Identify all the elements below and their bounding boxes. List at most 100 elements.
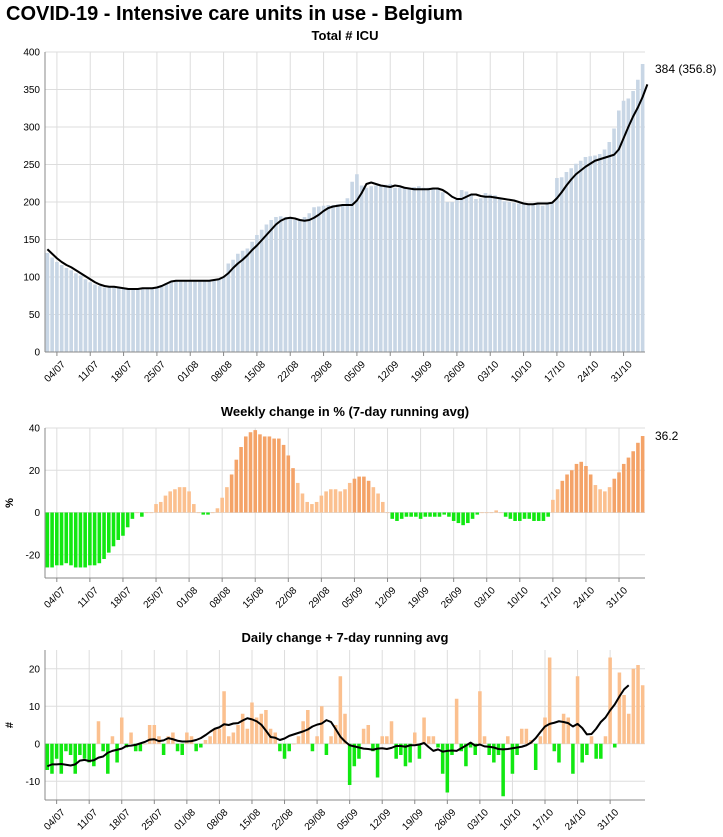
bar	[175, 743, 180, 752]
bar	[338, 491, 343, 513]
x-tick-label: 31/10	[609, 359, 635, 385]
bar	[326, 205, 331, 352]
bar	[622, 695, 626, 744]
x-tick-label: 10/10	[498, 807, 524, 833]
bar	[312, 207, 316, 352]
bar	[55, 512, 59, 566]
bar	[183, 280, 188, 352]
x-tick-label: 22/08	[276, 359, 302, 385]
bar	[359, 185, 364, 352]
bar	[149, 512, 154, 514]
bar	[102, 287, 107, 352]
x-tick-label: 05/09	[335, 807, 361, 833]
x-tick-label: 22/08	[274, 585, 300, 611]
bar	[593, 155, 597, 352]
x-tick-label: 12/09	[376, 359, 402, 385]
bar	[362, 476, 366, 513]
bar	[272, 438, 276, 513]
bar	[254, 717, 259, 744]
bar	[508, 512, 513, 519]
bar	[82, 743, 87, 759]
bar	[115, 743, 119, 763]
x-tick-label: 08/08	[208, 585, 234, 611]
bar	[512, 202, 516, 352]
bar	[333, 725, 338, 744]
bar	[436, 189, 440, 352]
y-tick-label: 100	[23, 273, 40, 284]
bar	[220, 497, 224, 513]
bar	[432, 512, 437, 517]
bar	[83, 512, 87, 568]
bar	[450, 202, 454, 352]
bar	[319, 706, 324, 744]
bar	[107, 287, 112, 352]
bar	[264, 710, 268, 744]
bar	[355, 174, 359, 352]
bar	[393, 187, 397, 352]
bar	[192, 504, 196, 513]
bar	[121, 512, 125, 536]
bar	[347, 482, 352, 513]
x-tick-label: 11/07	[75, 807, 100, 832]
bar	[78, 743, 82, 755]
bar	[468, 743, 473, 748]
bar	[422, 717, 426, 744]
x-tick-label: 29/08	[309, 359, 335, 385]
bar	[239, 447, 243, 513]
bar	[111, 512, 116, 547]
panel-title-daily: Daily change + 7-day running avg	[242, 630, 449, 645]
bar	[436, 743, 440, 748]
bar	[543, 717, 547, 744]
bar	[423, 512, 428, 517]
bar	[281, 444, 286, 513]
bar	[306, 710, 310, 744]
bar	[203, 740, 208, 744]
x-tick-label: 11/07	[76, 359, 101, 384]
bar	[579, 461, 584, 513]
x-tick-label: 01/08	[172, 807, 198, 833]
y-tick-label: 40	[29, 424, 41, 435]
bar	[50, 257, 54, 352]
bar	[213, 728, 217, 744]
y-tick-label: 250	[23, 160, 40, 171]
y-tick-label: 20	[29, 466, 41, 477]
bar	[283, 217, 288, 352]
x-tick-label: 24/10	[572, 585, 598, 611]
bar	[319, 495, 324, 513]
bar	[507, 202, 512, 352]
bar	[54, 743, 59, 759]
bar	[269, 220, 273, 352]
page-title: COVID-19 - Intensive care units in use -…	[6, 3, 463, 25]
bar	[518, 512, 522, 521]
bar	[78, 512, 83, 568]
bar	[292, 743, 296, 745]
x-tick-label: 10/10	[509, 359, 535, 385]
bar	[87, 743, 91, 763]
bar	[314, 501, 319, 513]
bar	[381, 501, 385, 513]
x-tick-label: 01/08	[175, 585, 201, 611]
bar	[390, 512, 395, 519]
bar	[437, 512, 442, 517]
bar	[357, 476, 361, 513]
bar	[278, 216, 283, 352]
bar	[157, 736, 161, 744]
x-tick-label: 12/09	[373, 585, 399, 611]
bar	[631, 668, 636, 744]
bar	[569, 470, 574, 513]
bar	[125, 512, 130, 528]
bar	[106, 743, 110, 774]
x-tick-label: 15/08	[242, 359, 268, 385]
bar	[404, 512, 409, 517]
bar	[259, 713, 264, 744]
bar	[470, 512, 475, 519]
bar	[565, 474, 569, 513]
x-tick-label: 18/07	[107, 807, 133, 833]
bar	[459, 190, 464, 352]
bar	[305, 501, 309, 513]
bar	[626, 457, 631, 513]
bar	[155, 286, 159, 352]
bar	[594, 743, 598, 759]
bar	[621, 100, 626, 352]
y-tick-label: -10	[26, 777, 41, 788]
